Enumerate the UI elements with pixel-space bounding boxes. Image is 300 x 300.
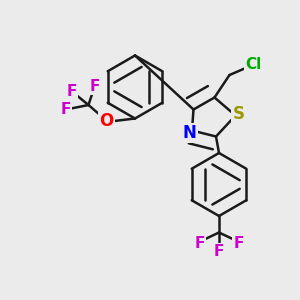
Text: F: F	[89, 79, 100, 94]
Text: F: F	[214, 244, 224, 260]
Text: F: F	[61, 102, 71, 117]
Text: F: F	[233, 236, 244, 250]
Text: N: N	[183, 124, 196, 142]
Text: O: O	[99, 112, 114, 130]
Text: Cl: Cl	[245, 57, 262, 72]
Text: S: S	[232, 105, 244, 123]
Text: F: F	[67, 84, 77, 99]
Text: F: F	[194, 236, 205, 250]
